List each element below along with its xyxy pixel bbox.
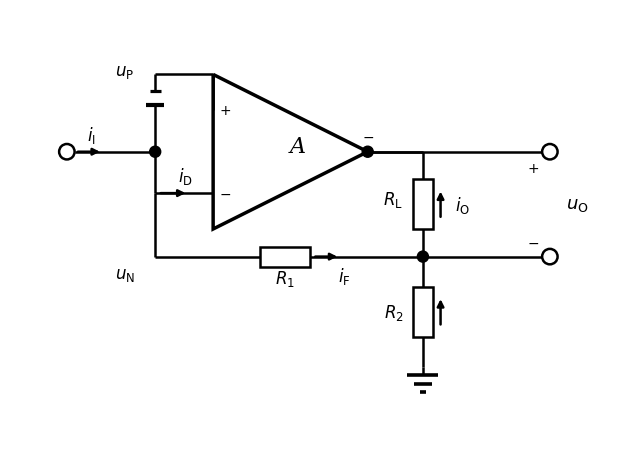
Text: $i_{\rm D}$: $i_{\rm D}$ (178, 166, 193, 186)
Text: A: A (290, 136, 306, 158)
Text: $+$: $+$ (219, 104, 231, 118)
Circle shape (418, 252, 428, 263)
Bar (260, 247, 310, 267)
Text: $-$: $-$ (362, 130, 374, 144)
Text: $R_{\rm L}$: $R_{\rm L}$ (382, 189, 402, 209)
Text: $u_{\rm N}$: $u_{\rm N}$ (115, 266, 135, 283)
Bar (413, 287, 433, 337)
Text: $+$: $+$ (528, 162, 539, 176)
Text: $u_{\rm P}$: $u_{\rm P}$ (115, 64, 134, 81)
Circle shape (542, 249, 558, 265)
Circle shape (362, 147, 373, 158)
Text: $u_{\rm O}$: $u_{\rm O}$ (566, 196, 589, 214)
Circle shape (542, 145, 558, 160)
Text: $R_{\rm 2}$: $R_{\rm 2}$ (384, 302, 404, 322)
Text: $R_{\rm 1}$: $R_{\rm 1}$ (275, 268, 295, 288)
Text: $i_{\rm I}$: $i_{\rm I}$ (88, 124, 96, 145)
Circle shape (149, 147, 161, 158)
Text: $i_{\rm F}$: $i_{\rm F}$ (338, 266, 350, 287)
Bar (413, 180, 433, 230)
Text: $i_{\rm O}$: $i_{\rm O}$ (455, 194, 470, 215)
Circle shape (59, 145, 74, 160)
Text: $-$: $-$ (528, 236, 539, 250)
Text: $-$: $-$ (219, 187, 231, 201)
